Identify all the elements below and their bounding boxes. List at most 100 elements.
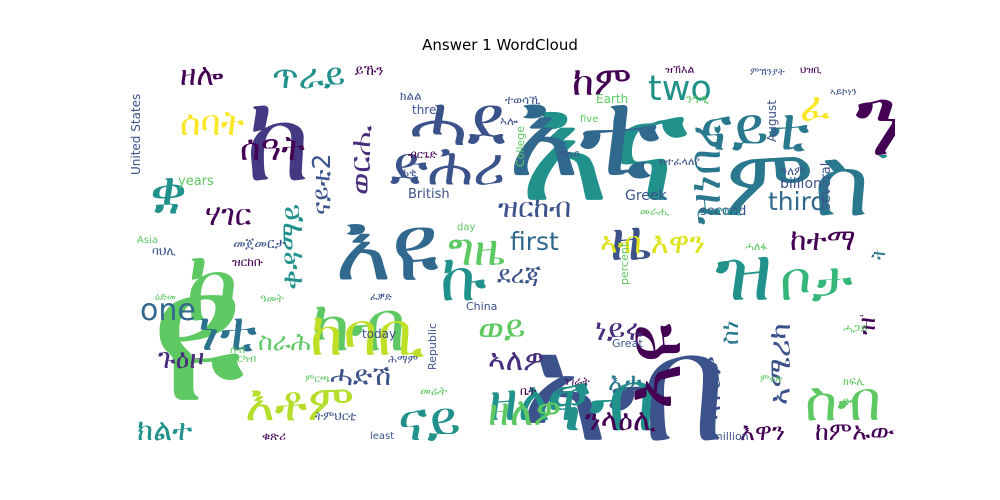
word-105: ነገራት <box>565 375 590 388</box>
word-19: ኩ <box>440 241 487 316</box>
word-80: least <box>370 431 394 442</box>
word-51: ኣለዎ <box>488 343 544 378</box>
word-40: one <box>140 293 196 328</box>
word-87: ዝተፈላለየ <box>658 155 700 168</box>
word-73: College <box>514 126 527 167</box>
word-11: ሓደ <box>410 80 505 162</box>
word-36: third <box>768 187 826 216</box>
word-9: ኮ <box>185 227 240 344</box>
word-106: ዓመት <box>260 292 284 305</box>
word-34: ዝርከብ <box>498 191 571 224</box>
word-104: ሓጋይ <box>843 321 868 335</box>
word-8: ዝ <box>715 226 772 319</box>
word-37: ከተማ <box>790 223 856 258</box>
chart-title: Answer 1 WordCloud <box>422 36 578 54</box>
word-118: ፈቓድ <box>370 292 392 303</box>
word-4: ከ <box>245 70 311 209</box>
word-103: ሕማም <box>388 353 418 366</box>
word-60: ናይቲ2 <box>307 154 336 215</box>
word-62: ትግራይ <box>866 208 890 260</box>
word-41: ነቲ <box>198 299 257 363</box>
word-59: ግዜ <box>448 223 505 276</box>
word-46: ስራሕ <box>258 327 311 356</box>
word-44: ነይሩ <box>595 313 642 348</box>
word-29: ቋ <box>150 159 187 223</box>
word-39: ደረጃ <box>497 260 542 289</box>
word-45: ጉዕዞ <box>158 342 205 375</box>
word-99: ቁጽሪ <box>262 429 286 443</box>
word-49: ዘለዎ <box>488 389 561 435</box>
word-82: percent <box>618 242 631 285</box>
word-21: two <box>648 69 712 109</box>
word-76: today <box>362 327 396 341</box>
word-72: Earth <box>596 92 628 106</box>
word-53: ስነ <box>715 320 744 345</box>
word-58: ናይ <box>398 389 461 453</box>
word-38: ኣብ እዋን <box>600 226 705 261</box>
word-95: መጀመርታ <box>233 236 286 252</box>
word-43: ወይ <box>478 309 526 349</box>
word-97: ባህሊ <box>152 244 176 258</box>
word-63: ዝኸፍ <box>852 281 881 335</box>
word-56: እዋን <box>740 417 785 446</box>
word-35: first <box>510 227 559 256</box>
word-117: ምርጫ <box>305 374 330 385</box>
word-92: መራሒ <box>640 205 670 218</box>
word-7: ናብ <box>545 352 656 451</box>
word-91: ክልል <box>400 89 422 103</box>
word-70: years <box>178 174 214 189</box>
word-30: ሃገር <box>205 198 252 233</box>
word-33: ቀዳማይ <box>275 204 310 290</box>
word-77: China <box>466 300 497 313</box>
word-101: መሬት <box>420 384 447 398</box>
word-107: ሰብ <box>230 343 245 356</box>
word-74: three <box>412 103 444 117</box>
word-115: ህዝቢ <box>800 65 822 76</box>
word-26: ሰባት <box>180 104 245 144</box>
word-16: ዘለዋ <box>488 369 588 433</box>
word-54: ኣሜሪካ <box>763 323 798 405</box>
word-15: ድሕሪ <box>390 134 505 198</box>
word-110: ኣይኮነን <box>830 87 857 98</box>
word-83: day <box>457 222 475 233</box>
word-69: United States <box>129 94 143 175</box>
word-68: British <box>408 187 450 202</box>
word-108: ምርካብ <box>228 354 256 365</box>
word-121: ዕድመ <box>155 292 176 303</box>
word-12: ካብ <box>312 285 406 367</box>
word-86: ይኹን <box>355 63 384 79</box>
word-50: ንላዕሊ <box>585 403 656 438</box>
word-66: several <box>819 163 834 210</box>
word-14: ናይቲ <box>700 95 809 165</box>
word-23: መጠን <box>859 81 899 160</box>
word-96: ዝርከቡ <box>232 255 264 269</box>
word-24: ስብ <box>805 369 881 433</box>
word-78: Republic <box>426 323 439 370</box>
word-90: ኣሎ <box>500 114 518 128</box>
word-32: ፈ <box>800 84 830 130</box>
word-65: billion <box>780 176 822 192</box>
word-98: ምሩጽ <box>760 374 783 385</box>
word-100: ትምህርቲ <box>315 409 356 423</box>
word-6: እዩ <box>335 193 439 303</box>
word-102: ቤት <box>520 384 536 398</box>
word-64: Greek <box>625 188 668 204</box>
word-79: Great <box>612 337 643 350</box>
word-75: five <box>580 114 598 125</box>
word-18: ቦታ <box>780 249 853 313</box>
word-13: ኣዩ <box>606 323 699 410</box>
word-114: ዓዲ <box>843 395 858 408</box>
word-2: እቲ <box>508 65 660 204</box>
word-25: ሰዓት <box>240 129 305 169</box>
word-10: ን <box>855 62 907 179</box>
word-28: ጥራይ <box>272 57 345 97</box>
word-3: ኣብ <box>520 302 727 476</box>
word-48: እቶም <box>245 374 354 432</box>
word-85: መንግስቲ <box>703 204 742 218</box>
word-119: ክፍሊ <box>843 375 865 388</box>
word-81: million <box>712 430 749 443</box>
word-94: ሓለፋ <box>745 240 767 253</box>
word-47: ሓድሽ <box>330 359 391 392</box>
word-55: ከምኡውን <box>815 417 907 446</box>
